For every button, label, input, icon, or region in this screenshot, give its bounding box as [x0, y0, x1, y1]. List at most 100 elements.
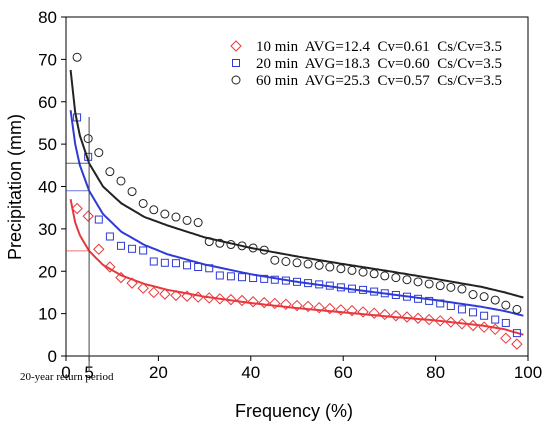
legend-label: 20 min AVG=18.3 Cv=0.60 Cs/Cv=3.5	[256, 56, 502, 72]
data-point	[490, 295, 500, 305]
data-point	[446, 301, 455, 310]
data-point	[280, 298, 292, 311]
data-point	[302, 300, 314, 313]
data-point	[192, 291, 204, 303]
data-point	[293, 277, 301, 286]
data-point	[281, 276, 290, 285]
data-point	[467, 319, 479, 332]
data-point	[215, 271, 224, 280]
data-point	[291, 299, 303, 312]
plot-area	[69, 52, 524, 350]
data-point	[269, 297, 281, 310]
data-point	[249, 274, 258, 283]
data-point	[359, 285, 368, 294]
data-point	[258, 296, 270, 309]
data-point	[358, 267, 368, 277]
x-axis-title: Frequency (%)	[235, 401, 353, 421]
y-tick-label: 0	[48, 347, 57, 366]
data-point	[391, 290, 400, 299]
legend-marker	[232, 59, 240, 67]
data-point	[380, 289, 389, 298]
data-point	[346, 304, 358, 317]
data-point	[457, 284, 467, 294]
data-point	[215, 238, 225, 248]
data-point	[347, 284, 356, 293]
series-circle	[69, 52, 524, 314]
data-point	[445, 316, 457, 328]
annotation-text: 20-year return period	[20, 371, 114, 383]
data-point	[512, 329, 521, 338]
data-point	[226, 272, 235, 281]
y-tick-label: 50	[38, 135, 57, 154]
data-point	[260, 274, 269, 283]
data-point	[435, 281, 445, 291]
data-point	[149, 257, 158, 266]
fit-curve	[69, 69, 524, 299]
data-point	[181, 290, 193, 302]
data-point	[116, 176, 126, 186]
data-point	[489, 323, 501, 336]
data-point	[270, 275, 279, 284]
x-tick-label: 40	[241, 363, 260, 382]
data-point	[105, 232, 114, 241]
data-point	[236, 294, 248, 307]
data-point	[401, 311, 413, 323]
data-point	[325, 262, 335, 272]
y-tick-label: 40	[38, 178, 57, 197]
data-point	[128, 244, 137, 253]
data-point	[469, 308, 478, 317]
data-point	[205, 264, 214, 273]
data-point	[105, 167, 115, 177]
x-tick-label: 80	[426, 363, 445, 382]
data-point	[479, 292, 489, 302]
data-point	[171, 212, 181, 222]
data-point	[182, 215, 192, 225]
y-tick-label: 10	[38, 305, 57, 324]
x-tick-label: 100	[514, 363, 542, 382]
data-point	[183, 261, 192, 270]
data-point	[336, 283, 345, 292]
data-point	[137, 282, 149, 294]
fit-curve	[69, 110, 524, 317]
fit-curve	[69, 199, 524, 336]
legend-label: 60 min AVG=25.3 Cv=0.57 Cs/Cv=3.5	[256, 73, 502, 89]
data-point	[247, 296, 259, 308]
data-point	[148, 286, 160, 299]
data-point	[436, 299, 445, 308]
data-point	[501, 318, 510, 327]
data-point	[480, 311, 489, 320]
data-point	[83, 134, 93, 144]
data-point	[369, 269, 379, 279]
y-axis-title: Precipitation (mm)	[5, 114, 25, 260]
data-point	[357, 306, 369, 318]
data-point	[138, 198, 148, 208]
data-point	[225, 293, 237, 306]
data-point	[193, 218, 203, 228]
data-point	[391, 273, 401, 283]
data-point	[512, 304, 522, 314]
data-point	[238, 273, 247, 282]
data-point	[127, 187, 137, 197]
data-point	[160, 209, 170, 219]
data-point	[501, 300, 511, 310]
legend-marker	[231, 75, 241, 85]
data-point	[491, 315, 500, 324]
data-point	[423, 313, 435, 326]
data-point	[457, 305, 466, 314]
data-point	[412, 312, 424, 324]
data-point	[115, 271, 127, 284]
data-point	[171, 259, 180, 268]
data-point	[434, 315, 446, 327]
data-point	[292, 258, 302, 268]
data-point	[402, 275, 412, 285]
data-point	[303, 259, 313, 269]
y-tick-label: 60	[38, 93, 57, 112]
data-point	[281, 257, 291, 267]
data-point	[380, 271, 390, 281]
return-period-annotation: 20-year return period	[20, 117, 114, 383]
data-point	[116, 241, 125, 250]
data-point	[402, 292, 411, 301]
data-point	[335, 304, 347, 316]
